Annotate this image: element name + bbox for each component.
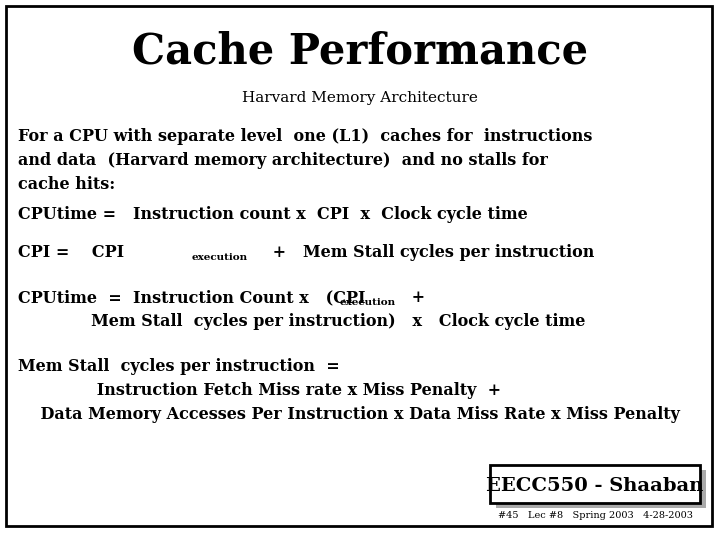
FancyBboxPatch shape: [6, 6, 712, 526]
Text: #45   Lec #8   Spring 2003   4-28-2003: #45 Lec #8 Spring 2003 4-28-2003: [498, 511, 693, 521]
Text: +   Mem Stall cycles per instruction: + Mem Stall cycles per instruction: [267, 244, 595, 261]
Text: EECC550 - Shaaban: EECC550 - Shaaban: [486, 477, 703, 495]
Text: +: +: [406, 289, 425, 306]
Text: CPUtime =   Instruction count x  CPI  x  Clock cycle time: CPUtime = Instruction count x CPI x Cloc…: [18, 206, 528, 223]
Text: Harvard Memory Architecture: Harvard Memory Architecture: [242, 91, 478, 105]
Text: execution: execution: [340, 298, 396, 307]
Text: and data  (Harvard memory architecture)  and no stalls for: and data (Harvard memory architecture) a…: [18, 152, 548, 169]
Text: Mem Stall  cycles per instruction)   x   Clock cycle time: Mem Stall cycles per instruction) x Cloc…: [18, 313, 585, 330]
Text: cache hits:: cache hits:: [18, 176, 115, 193]
Text: Instruction Fetch Miss rate x Miss Penalty  +: Instruction Fetch Miss rate x Miss Penal…: [18, 382, 501, 399]
Text: Data Memory Accesses Per Instruction x Data Miss Rate x Miss Penalty: Data Memory Accesses Per Instruction x D…: [18, 406, 680, 423]
Text: For a CPU with separate level  one (L1)  caches for  instructions: For a CPU with separate level one (L1) c…: [18, 128, 593, 145]
FancyBboxPatch shape: [490, 465, 700, 503]
FancyBboxPatch shape: [496, 470, 706, 508]
Text: Mem Stall  cycles per instruction  =: Mem Stall cycles per instruction =: [18, 358, 340, 375]
Text: CPI =    CPI: CPI = CPI: [18, 244, 124, 261]
Text: Cache Performance: Cache Performance: [132, 31, 588, 73]
Text: CPUtime  =  Instruction Count x   (CPI: CPUtime = Instruction Count x (CPI: [18, 289, 366, 306]
Text: execution: execution: [192, 253, 248, 262]
